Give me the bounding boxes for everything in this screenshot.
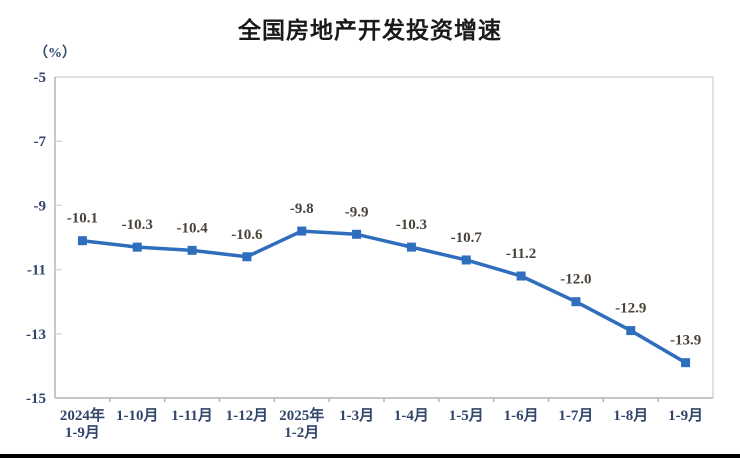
data-point-label: -12.9 (615, 301, 646, 317)
data-point-marker (297, 226, 307, 236)
x-category-label: 1-9月 (668, 407, 703, 424)
data-point-marker (132, 242, 142, 252)
x-category-label: 1-6月 (504, 407, 539, 424)
data-point-label: -9.8 (290, 201, 314, 217)
data-point-marker (187, 245, 197, 255)
y-tick-label: -15 (26, 391, 46, 407)
x-category-label: 1-4月 (394, 407, 429, 424)
data-point-marker (626, 326, 636, 336)
x-category-label: 1-3月 (339, 407, 374, 424)
data-point-label: -10.3 (396, 217, 427, 233)
data-point-label: -10.3 (122, 217, 153, 233)
x-category-label: 1-10月 (116, 407, 159, 424)
x-category-label: 1-5月 (449, 407, 484, 424)
data-point-marker (352, 229, 362, 239)
x-category-label: 1-8月 (613, 407, 648, 424)
data-point-label: -12.0 (560, 272, 591, 288)
data-point-label: -10.6 (231, 227, 263, 243)
data-line (80, 229, 688, 365)
data-point-marker (242, 252, 252, 262)
data-point-label: -10.7 (451, 230, 483, 246)
x-category-label: 1-11月 (171, 407, 213, 424)
data-point-marker (461, 255, 471, 265)
data-point-marker (681, 358, 691, 368)
x-category-label: 1-12月 (226, 407, 269, 424)
data-point-label: -11.2 (506, 246, 536, 262)
bottom-border (0, 454, 740, 458)
y-tick-label: -7 (34, 134, 47, 150)
data-point-label: -9.9 (345, 204, 369, 220)
y-tick-label: -13 (26, 327, 46, 343)
y-tick-label: -5 (34, 70, 47, 86)
data-point-label: -10.1 (67, 211, 98, 227)
data-point-label: -10.4 (176, 220, 208, 236)
data-point-marker (77, 236, 87, 246)
data-point-marker (516, 271, 526, 281)
y-tick-label: -11 (27, 263, 46, 279)
x-category-label: 1-7月 (558, 407, 593, 424)
data-point-label: -13.9 (670, 333, 701, 349)
x-category-label: 2025年 1-2月 (279, 406, 324, 441)
x-category-label: 2024年 1-9月 (60, 406, 105, 441)
chart-title: 全国房地产开发投资增速 (238, 17, 502, 43)
y-tick-label: -9 (34, 198, 47, 214)
data-point-marker (571, 297, 581, 307)
data-point-marker (406, 242, 416, 252)
y-axis-unit-label: （%） (34, 46, 76, 61)
